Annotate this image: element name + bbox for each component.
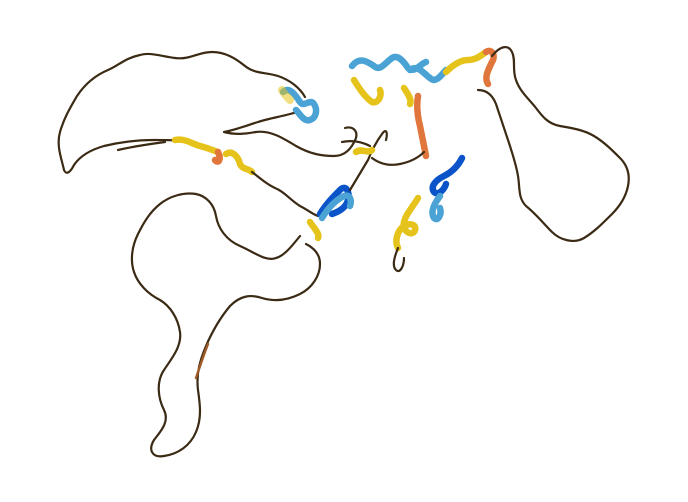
coil-lower-left-accent	[194, 342, 210, 380]
coil-loop-lower-left	[130, 192, 322, 458]
helix-upper-middle-accent	[278, 86, 294, 104]
helix-left-yellow-2	[222, 149, 256, 176]
helix-center-blue-1	[316, 184, 352, 218]
helix-right-lightblue	[429, 192, 444, 223]
helix-top-yellow-2	[442, 48, 490, 76]
coil-center-up	[348, 130, 388, 192]
coil-loop-upper-left	[57, 50, 307, 174]
coil-upper-left-return	[222, 110, 358, 158]
helix-center-blue-2	[318, 192, 354, 222]
helix-top-yellow-1	[350, 76, 384, 106]
helix-upper-middle-blue	[279, 86, 320, 124]
helix-center-small	[352, 146, 376, 156]
coil-loop-right	[476, 46, 630, 242]
helix-left-yellow-1	[171, 136, 222, 156]
helix-center-yellow	[306, 218, 322, 242]
coil-center-middle	[340, 140, 372, 148]
helix-left-orange	[211, 148, 223, 165]
helix-right-yellow-column	[393, 194, 422, 252]
helix-right-orange-column	[413, 92, 430, 160]
helix-top-orange	[482, 47, 497, 88]
coil-left-strand	[116, 140, 167, 152]
coil-center-right	[370, 150, 426, 166]
coil-to-center	[250, 170, 320, 218]
coil-right-tail	[392, 246, 406, 273]
helix-top-blue-2	[406, 64, 450, 84]
helix-right-blue	[429, 154, 466, 197]
helix-top-yellow-3	[400, 84, 414, 108]
